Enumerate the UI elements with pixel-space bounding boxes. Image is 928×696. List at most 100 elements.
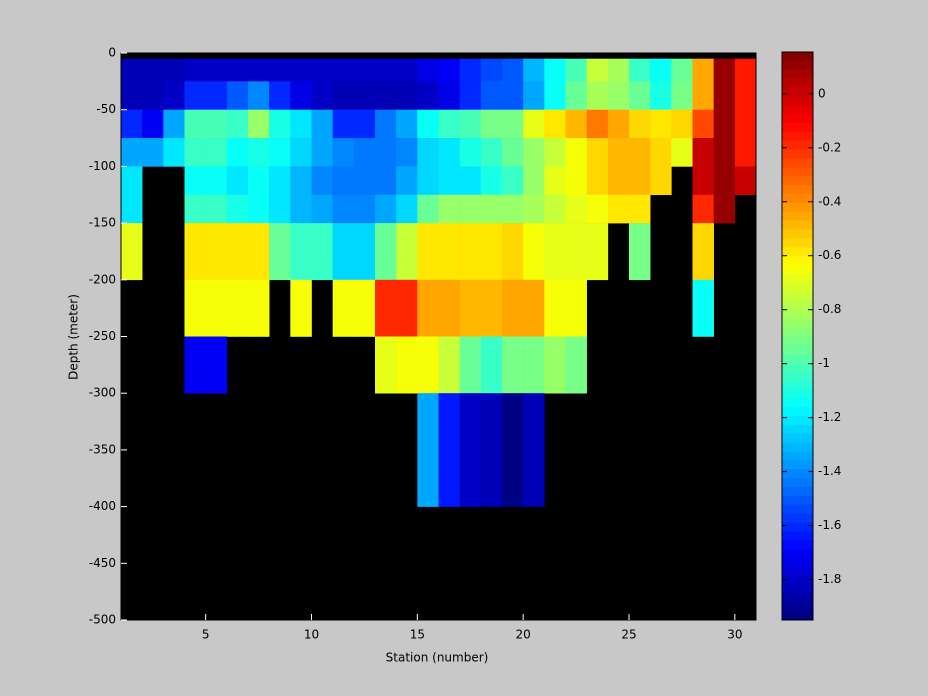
heat-cell	[375, 279, 397, 337]
heat-cell	[480, 336, 503, 394]
heat-cell	[523, 81, 545, 110]
heat-cell	[248, 166, 270, 196]
heat-cell	[226, 194, 249, 224]
heat-cell	[226, 223, 249, 281]
heat-cell	[311, 81, 333, 110]
heat-cell	[544, 138, 566, 167]
heat-cell	[290, 109, 312, 139]
heat-cell	[713, 58, 736, 82]
heat-cell	[121, 194, 143, 224]
heat-cell	[396, 81, 418, 110]
heat-cell	[248, 109, 270, 139]
colorbar-tick-label: -0.8	[818, 302, 841, 316]
heat-cell	[480, 194, 503, 224]
heat-cell	[205, 81, 228, 110]
heat-cell	[586, 223, 609, 281]
colorbar-tick-label: -0.2	[818, 140, 841, 154]
heat-cell	[311, 109, 333, 139]
heat-cell	[692, 58, 714, 82]
heat-cell	[565, 166, 587, 196]
heat-cell	[502, 58, 524, 82]
heat-cell	[205, 166, 228, 196]
heat-cell	[734, 81, 757, 110]
heat-cell	[565, 336, 587, 394]
heat-cell	[332, 166, 355, 196]
heat-cell	[142, 138, 164, 167]
heat-cell	[269, 166, 291, 196]
colorbar	[781, 51, 814, 621]
heat-cell	[459, 166, 482, 196]
heat-cell	[396, 58, 418, 82]
heat-cell	[713, 81, 736, 110]
heat-cell	[205, 58, 228, 82]
heat-cell	[586, 109, 609, 139]
heat-cell	[607, 58, 630, 82]
heat-cell	[565, 138, 587, 167]
x-tick-label: 30	[727, 628, 742, 642]
heat-cell	[565, 194, 587, 224]
heat-cell	[523, 166, 545, 196]
heat-cell	[311, 194, 333, 224]
y-tick-label: -100	[89, 159, 116, 173]
heat-cell	[353, 109, 376, 139]
heat-cell	[290, 166, 312, 196]
heat-cell	[565, 279, 587, 337]
heat-cell	[269, 109, 291, 139]
heat-cell	[438, 58, 460, 82]
heat-cell	[502, 336, 524, 394]
heat-cell	[248, 223, 270, 281]
heat-cell	[480, 393, 503, 507]
heat-cell	[544, 109, 566, 139]
heat-cell	[184, 194, 206, 224]
heat-cell	[269, 58, 291, 82]
heat-cell	[523, 393, 545, 507]
heat-cell	[205, 279, 228, 337]
heat-cell	[544, 58, 566, 82]
heat-cell	[459, 138, 482, 167]
heat-cell	[375, 81, 397, 110]
heat-cell	[290, 58, 312, 82]
heat-cell	[438, 166, 460, 196]
x-tick-label: 20	[516, 628, 531, 642]
heat-cell	[417, 58, 439, 82]
heat-cell	[290, 81, 312, 110]
y-tick-label: -50	[96, 102, 116, 116]
heat-cell	[417, 279, 439, 337]
heat-cell	[375, 223, 397, 281]
heat-cell	[734, 109, 757, 139]
heat-cell	[713, 138, 736, 167]
heat-cell	[480, 279, 503, 337]
heat-cell	[269, 81, 291, 110]
heat-cell	[502, 279, 524, 337]
heat-cell	[459, 81, 482, 110]
heat-cell	[692, 194, 714, 224]
heat-cell	[396, 336, 418, 394]
heat-cell	[142, 109, 164, 139]
heat-cell	[226, 166, 249, 196]
heat-cell	[121, 81, 143, 110]
y-axis-label: Depth (meter)	[67, 294, 81, 380]
heat-cell	[459, 393, 482, 507]
heat-cell	[184, 166, 206, 196]
heat-cell	[248, 194, 270, 224]
y-tick-label: -150	[89, 216, 116, 230]
heat-cell	[332, 109, 355, 139]
heat-cell	[480, 138, 503, 167]
heat-cell	[163, 138, 185, 167]
heat-cell	[121, 166, 143, 196]
heat-cell	[438, 109, 460, 139]
heat-cell	[163, 109, 185, 139]
heat-cell	[523, 194, 545, 224]
x-axis-label: Station (number)	[386, 651, 489, 665]
heat-cell	[375, 138, 397, 167]
heat-cell	[396, 166, 418, 196]
heat-cell	[290, 279, 312, 337]
heat-cell	[692, 138, 714, 167]
heat-cell	[121, 109, 143, 139]
y-tick-label: -400	[89, 499, 116, 513]
heat-cell	[417, 81, 439, 110]
heat-cell	[417, 223, 439, 281]
heat-cell	[692, 109, 714, 139]
heat-cell	[353, 58, 376, 82]
heat-cell	[502, 81, 524, 110]
